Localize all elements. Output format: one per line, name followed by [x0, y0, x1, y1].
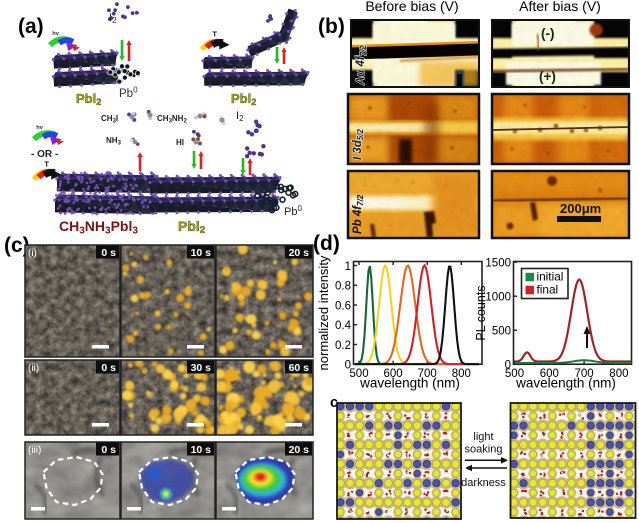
svg-text:60 s: 60 s [289, 362, 310, 374]
svg-text:0 s: 0 s [101, 362, 116, 374]
svg-text:normalized intensity: normalized intensity [316, 255, 331, 370]
svg-text:700: 700 [418, 368, 437, 380]
svg-text:hv: hv [52, 31, 60, 37]
svg-text:0.4: 0.4 [335, 320, 352, 332]
svg-text:CH3I: CH3I [101, 114, 118, 125]
svg-text:0: 0 [505, 360, 511, 372]
svg-text:final: final [537, 283, 559, 297]
svg-text:CH3NH2: CH3NH2 [157, 114, 187, 125]
svg-text:wavelength (nm): wavelength (nm) [515, 376, 616, 391]
svg-text:initial: initial [537, 270, 564, 284]
svg-text:10 s: 10 s [191, 444, 212, 456]
svg-text:Pbl2: Pbl2 [231, 91, 256, 107]
svg-text:(c): (c) [4, 234, 30, 257]
svg-text:0.8: 0.8 [335, 281, 351, 293]
svg-text:Before bias (V): Before bias (V) [365, 0, 458, 14]
svg-text:700: 700 [575, 368, 594, 380]
svg-text:500: 500 [349, 368, 368, 380]
svg-text:(a): (a) [18, 15, 44, 38]
svg-text:0 s: 0 s [101, 247, 116, 259]
svg-text:500: 500 [505, 368, 524, 380]
svg-text:600: 600 [540, 368, 559, 380]
svg-text:T: T [212, 29, 217, 38]
svg-text:0 s: 0 s [101, 444, 116, 456]
svg-text:20 s: 20 s [289, 247, 310, 259]
svg-text:(b): (b) [318, 15, 345, 38]
svg-text:NH3: NH3 [106, 136, 122, 147]
svg-text:darkness: darkness [461, 477, 506, 489]
svg-text:hv: hv [36, 125, 44, 131]
svg-text:I2: I2 [109, 12, 117, 25]
svg-text:30 s: 30 s [191, 362, 212, 374]
svg-text:1: 1 [345, 261, 351, 273]
svg-text:wavelength (nm): wavelength (nm) [359, 376, 460, 391]
svg-text:(i): (i) [28, 248, 37, 259]
svg-text:HI: HI [176, 138, 184, 147]
svg-text:20 s: 20 s [289, 444, 310, 456]
svg-text:Au 4f7/2: Au 4f7/2 [355, 45, 368, 86]
svg-text:I2: I2 [236, 110, 244, 123]
svg-text:10 s: 10 s [191, 247, 212, 259]
svg-text:1500: 1500 [485, 258, 511, 270]
svg-text:1000: 1000 [485, 292, 511, 304]
svg-text:200μm: 200μm [560, 201, 601, 216]
svg-text:PL counts: PL counts [474, 285, 488, 340]
svg-text:0.2: 0.2 [335, 340, 351, 352]
svg-text:800: 800 [452, 368, 471, 380]
svg-text:(ii): (ii) [28, 363, 39, 374]
svg-text:After bias (V): After bias (V) [519, 0, 601, 14]
svg-text:Pbl2: Pbl2 [178, 218, 206, 236]
svg-text:Pbl2: Pbl2 [76, 91, 101, 107]
svg-text:light: light [473, 431, 493, 443]
svg-text:500: 500 [492, 326, 511, 338]
svg-text:(iii): (iii) [28, 445, 41, 456]
svg-text:600: 600 [384, 368, 403, 380]
svg-text:(-): (-) [541, 26, 555, 41]
svg-text:0.6: 0.6 [335, 300, 351, 312]
svg-text:CH3NH3Pbl3: CH3NH3Pbl3 [59, 218, 138, 237]
svg-text:c: c [330, 395, 338, 411]
svg-text:soaking: soaking [465, 444, 503, 456]
svg-text:Pb 4f7/2: Pb 4f7/2 [352, 194, 365, 234]
svg-text:(d): (d) [313, 232, 340, 255]
svg-text:- OR -: - OR - [31, 149, 58, 160]
svg-text:(+): (+) [539, 69, 556, 84]
svg-text:T: T [44, 159, 49, 168]
svg-text:0: 0 [345, 360, 351, 372]
svg-text:800: 800 [609, 368, 628, 380]
